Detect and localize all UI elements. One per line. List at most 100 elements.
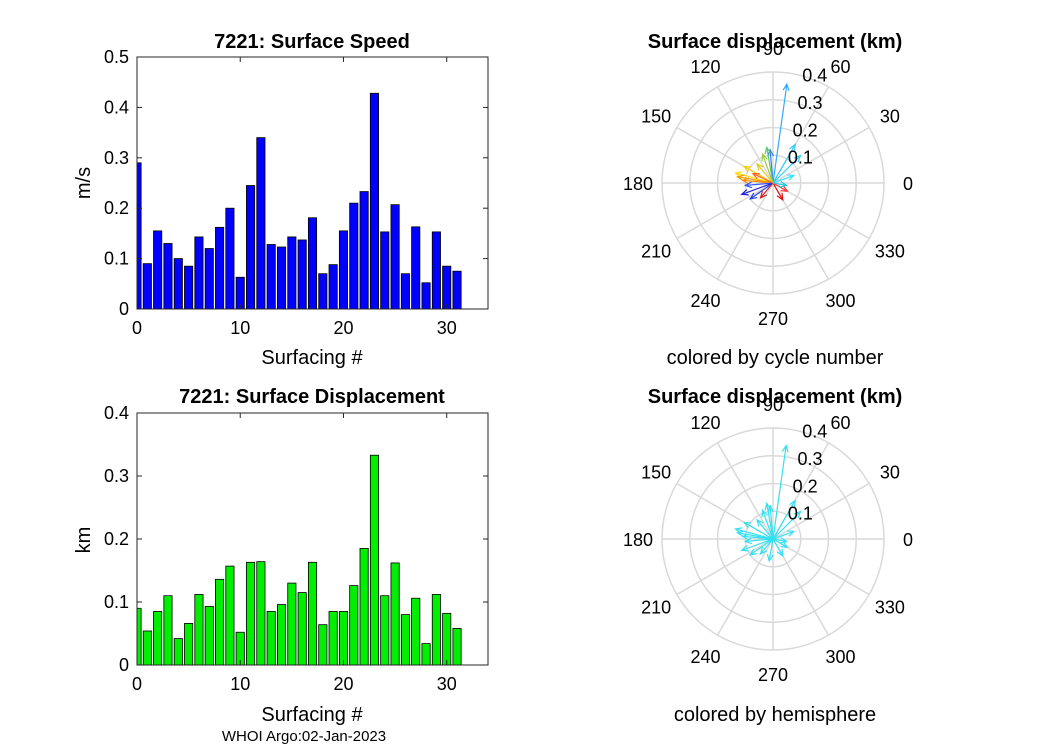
- vector-11: [741, 533, 774, 541]
- vector-12: [743, 537, 774, 545]
- vector-shaft: [741, 538, 774, 551]
- vector-13: [740, 182, 774, 196]
- vector-2: [772, 154, 802, 184]
- theta-label-1: 30: [880, 463, 900, 483]
- bar-26: [400, 614, 410, 666]
- vector-head: [740, 189, 749, 196]
- vector-head: [749, 548, 758, 556]
- bar-18: [318, 624, 328, 666]
- x-tick-label-2: 20: [333, 674, 353, 694]
- bar-9: [225, 207, 235, 310]
- bar-21: [349, 585, 359, 666]
- footer-label: WHOI Argo:02-Jan-2023: [222, 728, 386, 745]
- theta-label-10: 300: [825, 291, 855, 311]
- vector-shaft: [760, 182, 774, 199]
- theta-label-1: 30: [880, 107, 900, 127]
- vector-head: [786, 174, 796, 181]
- surface-displacement-title: 7221: Surface Displacement: [179, 386, 445, 408]
- r-tick-label-3: 0.4: [802, 422, 827, 442]
- vector-2: [772, 510, 802, 540]
- bar-27: [411, 226, 421, 310]
- bar-7: [204, 248, 214, 310]
- r-tick-label-2: 0.3: [797, 449, 822, 469]
- vector-shaft: [772, 445, 787, 540]
- theta-grid-4: [716, 442, 774, 540]
- vector-shaft: [743, 521, 774, 540]
- bar-30: [442, 265, 452, 310]
- vector-head: [761, 152, 768, 162]
- bar-3: [163, 595, 173, 666]
- bar-26: [400, 273, 410, 310]
- theta-label-10: 300: [825, 647, 855, 667]
- vector-head: [767, 504, 775, 513]
- vector-head: [786, 530, 796, 537]
- y-tick-label-0: 0: [119, 299, 129, 319]
- bar-6: [194, 236, 204, 310]
- vector-shaft: [742, 535, 774, 540]
- x-tick-label-3: 30: [437, 674, 457, 694]
- bar-14: [276, 246, 287, 310]
- vector-5: [764, 502, 774, 540]
- plot-frame: [136, 56, 489, 310]
- r-tick-label-1: 0.2: [793, 476, 818, 496]
- polar-hemisphere-chart: Surface displacement (km) colored by hem…: [623, 386, 913, 726]
- vector-head: [741, 533, 750, 541]
- bar-13: [266, 611, 276, 666]
- y-tick-label-1: 0.1: [104, 249, 129, 269]
- vector-7: [756, 162, 774, 184]
- vector-head: [740, 545, 749, 552]
- vector-head: [742, 521, 752, 529]
- vector-shaft: [772, 500, 796, 540]
- theta-label-11: 330: [875, 242, 905, 262]
- vector-shaft: [761, 154, 774, 184]
- bar-17: [307, 217, 318, 310]
- surface-speed-ylabel: m/s: [73, 167, 95, 199]
- bar-31: [452, 628, 462, 666]
- bar-5: [184, 623, 194, 666]
- bar-5: [184, 265, 194, 310]
- theta-label-7: 210: [641, 598, 671, 618]
- bar-11: [246, 185, 256, 310]
- vector-head: [782, 82, 790, 91]
- r-tick-label-1: 0.2: [793, 120, 818, 140]
- theta-label-8: 240: [690, 291, 720, 311]
- theta-label-9: 270: [758, 665, 788, 685]
- vector-shaft: [761, 510, 774, 540]
- vector-shaft: [756, 519, 774, 540]
- vector-18: [772, 180, 789, 188]
- vector-shaft: [742, 179, 774, 184]
- theta-grid-1: [772, 482, 870, 540]
- vector-head: [779, 180, 789, 188]
- vector-head: [741, 177, 750, 185]
- vector-head: [756, 518, 764, 527]
- vector-head: [736, 530, 745, 538]
- bar-0: [136, 162, 142, 310]
- bar-20: [338, 230, 349, 310]
- vector-shaft: [768, 538, 774, 561]
- polar-cycle-chart: Surface displacement (km) colored by cyc…: [623, 31, 913, 369]
- y-tick-label-3: 0.3: [104, 466, 129, 486]
- r-tick-label-0: 0.1: [788, 148, 813, 168]
- bar-0: [136, 607, 142, 666]
- bar-4: [173, 258, 183, 310]
- x-tick-label-1: 10: [230, 318, 250, 338]
- theta-label-5: 150: [641, 463, 671, 483]
- surface-displacement-ylabel: km: [73, 527, 95, 554]
- theta-grid-8: [716, 538, 774, 636]
- vector-1: [772, 143, 796, 184]
- bar-16: [297, 592, 307, 666]
- vector-head: [756, 162, 764, 171]
- bar-15: [287, 582, 297, 666]
- surface-displacement-xlabel: Surfacing #: [261, 704, 363, 726]
- surface-speed-xlabel: Surfacing #: [261, 347, 363, 369]
- y-tick-label-5: 0.5: [104, 47, 129, 67]
- bar-25: [390, 204, 400, 310]
- vector-head: [742, 165, 752, 173]
- vector-15: [759, 182, 774, 200]
- polar-hemisphere-caption: colored by hemisphere: [674, 704, 876, 726]
- theta-label-0: 0: [903, 530, 913, 550]
- vector-shaft: [772, 144, 796, 184]
- vector-7: [756, 518, 774, 540]
- theta-grid-1: [772, 126, 870, 184]
- r-tick-label-2: 0.3: [797, 93, 822, 113]
